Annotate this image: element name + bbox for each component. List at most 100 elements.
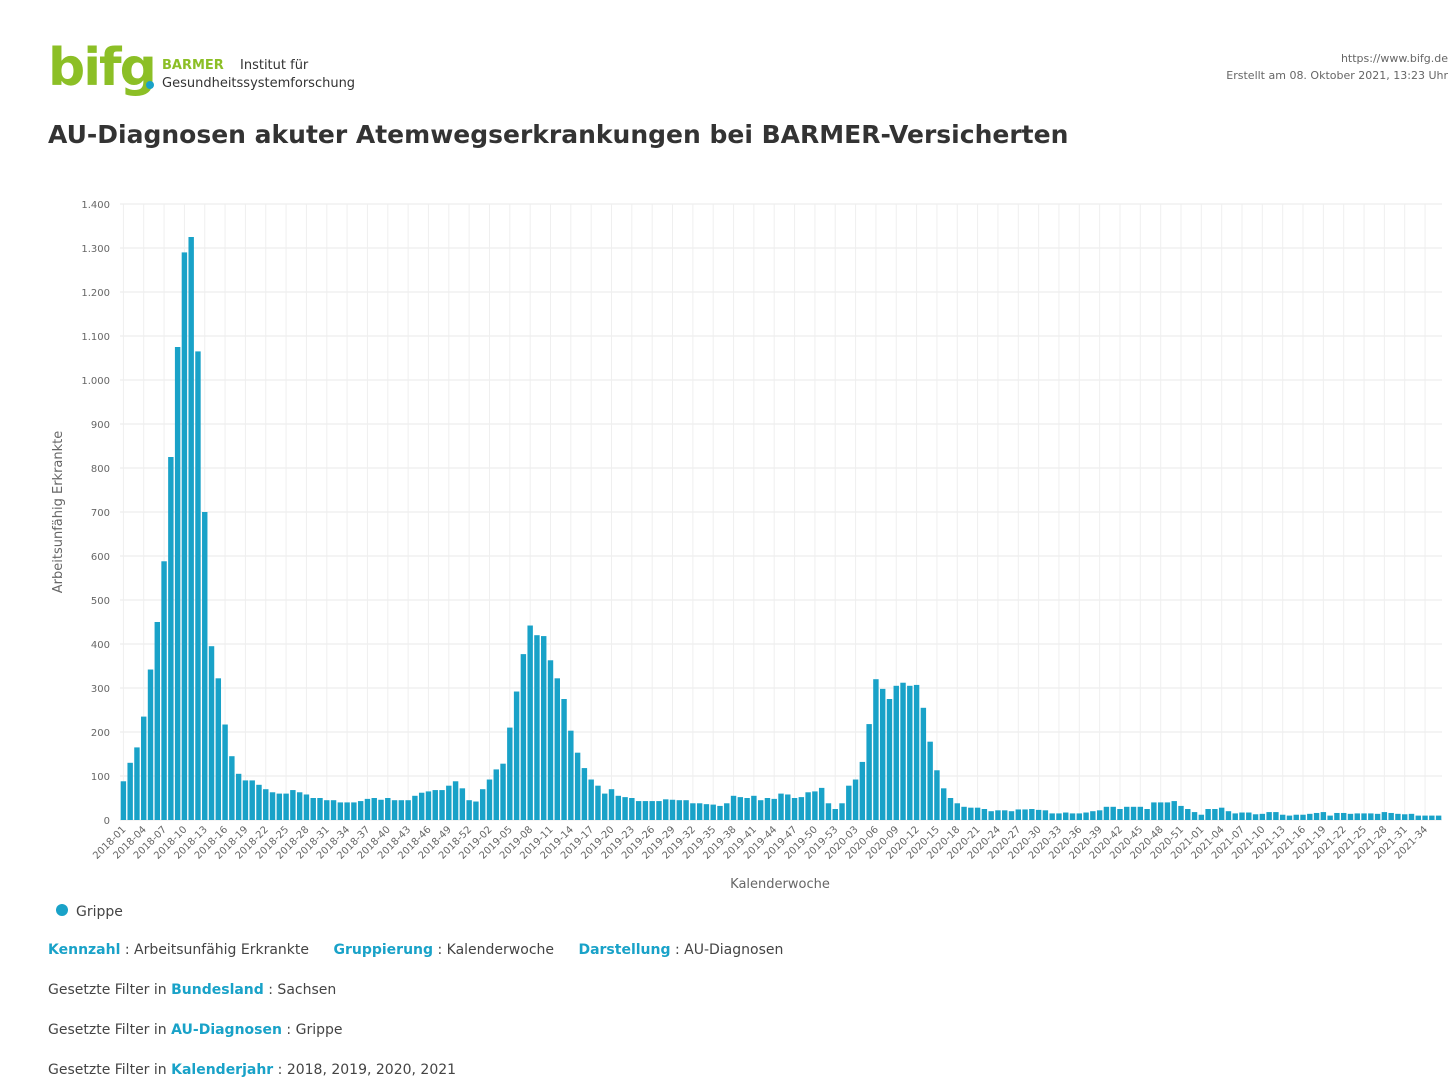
bar (1035, 809, 1042, 820)
bar (1015, 809, 1021, 820)
bar (520, 654, 527, 820)
bar (866, 724, 872, 820)
bar (1252, 814, 1259, 820)
bar (283, 793, 289, 820)
y-tick-label: 0 (104, 816, 110, 827)
bar (717, 805, 723, 820)
bar (764, 798, 771, 820)
bar (1422, 815, 1428, 820)
bar (1429, 815, 1435, 820)
bar (1042, 810, 1049, 820)
bar (954, 803, 960, 820)
bar (1063, 812, 1069, 820)
y-tick-label: 1.100 (81, 332, 110, 343)
bar (839, 803, 845, 820)
bar (927, 741, 933, 820)
filter-prefix: Gesetzte Filter in (48, 1022, 167, 1038)
filter-prefix: Gesetzte Filter in (48, 982, 167, 998)
bar (466, 800, 472, 820)
bar (981, 809, 988, 820)
bar (1151, 802, 1157, 820)
bar (696, 803, 703, 820)
bar (730, 795, 737, 820)
bar (1096, 810, 1103, 820)
bar (351, 802, 357, 820)
bar (405, 800, 411, 820)
bar (337, 802, 344, 820)
institute: Gesundheitssystemforschung (162, 76, 356, 91)
bar (486, 779, 493, 820)
y-tick-label: 600 (91, 552, 110, 563)
bar (181, 252, 188, 820)
bar (818, 787, 825, 820)
bar (832, 809, 838, 820)
bar (357, 801, 364, 820)
bar (676, 800, 683, 820)
bar (635, 801, 642, 820)
y-tick-label: 900 (91, 420, 110, 431)
bar (961, 806, 967, 820)
bar (703, 804, 710, 820)
institute: Institut für (240, 58, 309, 73)
summary-key: Darstellung (578, 942, 671, 958)
bar (120, 781, 127, 820)
bar (1368, 813, 1374, 820)
filter-value: : 2018, 2019, 2020, 2021 (277, 1062, 457, 1078)
bar (1266, 812, 1272, 820)
bar (385, 798, 391, 820)
bar (1212, 809, 1218, 820)
bar (1002, 810, 1008, 820)
bar (500, 763, 506, 820)
bar (330, 800, 337, 820)
bar (873, 679, 879, 820)
bar (541, 636, 547, 820)
bar (1022, 809, 1028, 820)
bar (412, 795, 418, 820)
bar (846, 785, 852, 820)
bar (534, 635, 540, 820)
bar (208, 646, 215, 820)
filter-key: Bundesland (171, 982, 264, 998)
bar (141, 716, 147, 820)
bar (446, 785, 452, 820)
bar (324, 800, 330, 820)
bar (1395, 813, 1401, 820)
bar (547, 660, 554, 820)
y-tick-label: 1.200 (81, 288, 110, 299)
bar (913, 684, 920, 820)
bar (127, 762, 133, 820)
bar (378, 799, 384, 820)
bar (710, 804, 716, 820)
bar (974, 807, 981, 820)
bar (1198, 814, 1205, 820)
y-tick-label: 200 (91, 728, 110, 739)
bar (1402, 814, 1408, 820)
bar (371, 798, 377, 820)
bar (249, 780, 255, 820)
bar (1171, 801, 1177, 820)
bar (568, 730, 574, 820)
bar (439, 790, 445, 820)
bar (825, 803, 832, 820)
bar (174, 347, 181, 820)
bar (1157, 802, 1164, 820)
bar (574, 752, 581, 820)
bar (235, 773, 242, 820)
bar (493, 769, 499, 820)
bar (886, 699, 893, 820)
bar (907, 685, 913, 820)
bar (690, 803, 696, 820)
bar (663, 799, 669, 820)
bar (263, 789, 269, 820)
bar (1259, 813, 1266, 820)
bar (947, 798, 954, 820)
logo-dot (146, 81, 154, 89)
bar (1056, 813, 1062, 820)
bar (432, 790, 438, 820)
bar (507, 727, 513, 820)
legend-label: Grippe (76, 904, 123, 920)
y-tick-label: 1.000 (81, 376, 110, 387)
bar (513, 691, 520, 820)
y-tick-label: 500 (91, 596, 110, 607)
summary-value: : AU-Diagnosen (674, 942, 784, 958)
